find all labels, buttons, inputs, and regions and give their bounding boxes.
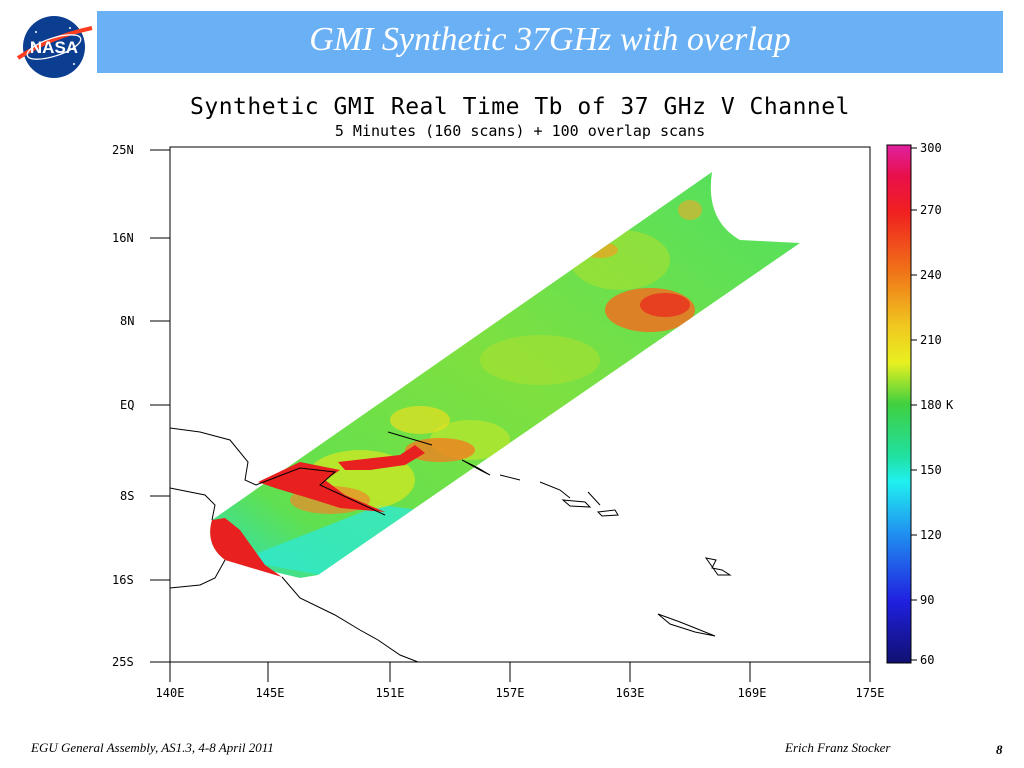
colorbar-tick: 240 [920, 268, 942, 282]
nasa-logo: NASA [16, 16, 93, 78]
lat-label: 8S [120, 489, 134, 503]
colorbar-tick: 60 [920, 653, 934, 667]
colorbar-tick: 120 [920, 528, 942, 542]
lat-label: 16S [112, 573, 134, 587]
colorbar-tick: 300 [920, 141, 942, 155]
lon-labels: 140E 145E 151E 157E 163E 169E 175E [156, 686, 885, 700]
lon-label: 175E [856, 686, 885, 700]
lat-label: 25N [112, 143, 134, 157]
svg-text:NASA: NASA [30, 38, 78, 57]
lat-labels: 25N 16N 8N EQ 8S 16S 25S [112, 143, 134, 669]
lat-ticks [150, 149, 170, 663]
map-subtitle: 5 Minutes (160 scans) + 100 overlap scan… [334, 122, 706, 140]
colorbar-unit: K [946, 398, 954, 412]
swath [210, 172, 800, 578]
lon-label: 157E [496, 686, 525, 700]
lat-label: 25S [112, 655, 134, 669]
colorbar-tick: 270 [920, 203, 942, 217]
lon-ticks [169, 662, 871, 682]
title-bar: GMI Synthetic 37GHz with overlap [97, 11, 1003, 73]
lon-label: 169E [738, 686, 767, 700]
lat-label: 16N [112, 231, 134, 245]
colorbar-tick: 210 [920, 333, 942, 347]
lon-label: 140E [156, 686, 185, 700]
lon-label: 151E [376, 686, 405, 700]
lon-label: 163E [616, 686, 645, 700]
lon-label: 145E [256, 686, 285, 700]
footer-author: Erich Franz Stocker [785, 740, 891, 755]
colorbar-tick: 90 [920, 593, 934, 607]
footer-conference: EGU General Assembly, AS1.3, 4-8 April 2… [31, 740, 274, 755]
slide-title: GMI Synthetic 37GHz with overlap [309, 21, 791, 58]
map-title: Synthetic GMI Real Time Tb of 37 GHz V C… [190, 94, 850, 120]
coastlines [169, 427, 732, 663]
colorbar-tick: 180 [920, 398, 942, 412]
colorbar: 300 270 240 210 180 K 150 120 90 60 [886, 141, 954, 667]
page-number: 8 [996, 742, 1003, 757]
lat-label: EQ [120, 398, 134, 412]
colorbar-tick: 150 [920, 463, 942, 477]
lat-label: 8N [120, 314, 134, 328]
